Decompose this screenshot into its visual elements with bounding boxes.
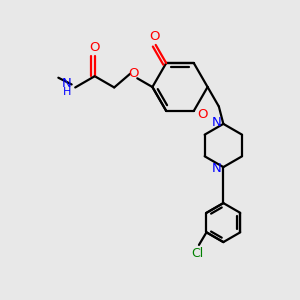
Text: N: N <box>62 77 72 90</box>
Text: O: O <box>89 41 100 54</box>
Text: O: O <box>128 67 139 80</box>
Text: Cl: Cl <box>191 247 204 260</box>
Text: O: O <box>197 108 208 121</box>
Text: H: H <box>63 87 71 97</box>
Text: N: N <box>212 116 222 129</box>
Text: N: N <box>212 162 222 175</box>
Text: O: O <box>149 30 160 43</box>
